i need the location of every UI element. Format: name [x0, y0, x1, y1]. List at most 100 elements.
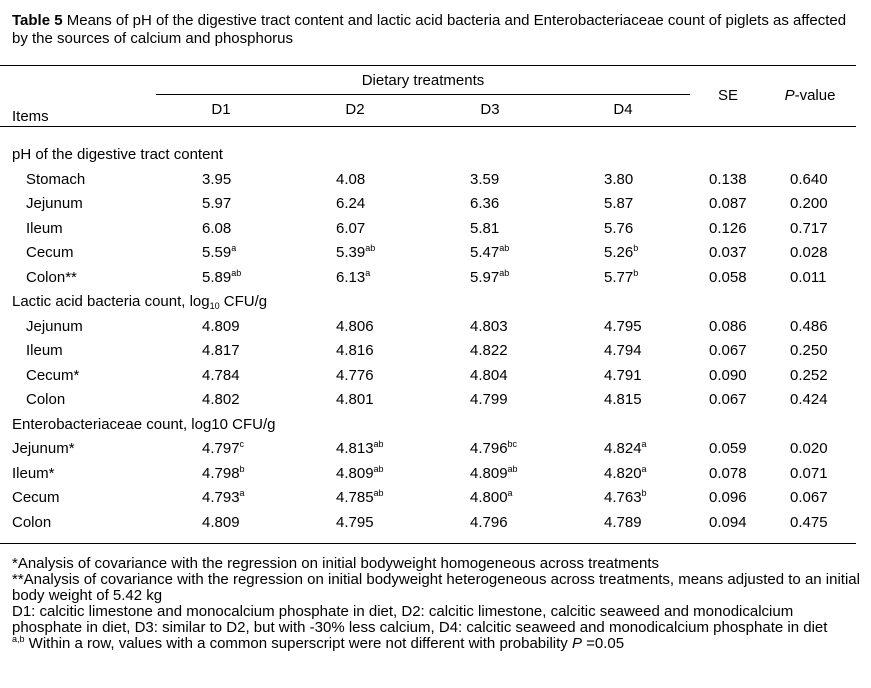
cell-superscript: ab — [373, 488, 384, 498]
p-italic: P — [784, 87, 795, 104]
section-title-text: Enterobacteriaceae count, log10 CFU/g — [12, 415, 276, 433]
cell-value: 5.47 — [470, 244, 500, 261]
d2-header: D2 — [345, 101, 365, 118]
cell-value: 4.800 — [470, 489, 508, 506]
table-notes: *Analysis of covariance with the regress… — [12, 556, 862, 652]
cell-value: 4.791 — [604, 366, 642, 384]
cell-value: 3.95 — [202, 170, 232, 188]
table-cell-se: 0.086 — [709, 317, 747, 335]
table-cell-d1: 4.798b — [202, 464, 245, 483]
row-item-label: Jejunum* — [12, 440, 75, 457]
cell-value: 6.07 — [336, 219, 366, 237]
cell-value: 4.809 — [470, 464, 508, 482]
row-item-label: Jejunum — [26, 195, 83, 212]
table-cell-d3: 4.796bc — [470, 440, 517, 458]
cell-superscript: a — [641, 439, 647, 449]
table-cell-d2: 4.801 — [336, 391, 374, 409]
cell-value: 4.802 — [202, 391, 240, 408]
row-item-label: Colon — [26, 391, 66, 408]
table-cell-p-value: 0.424 — [790, 391, 828, 408]
cell-value: 5.39 — [336, 244, 366, 261]
section-title: pH of the digestive tract content — [12, 146, 223, 164]
table-cell-se: 0.087 — [709, 195, 747, 212]
section-title-text: pH of the digestive tract content — [12, 146, 223, 163]
cell-superscript: a — [641, 463, 647, 474]
cell-value: 4.799 — [470, 391, 508, 408]
cell-superscript: a — [239, 488, 245, 498]
table-cell-se: 0.138 — [709, 170, 747, 188]
table-cell-d4: 4.789 — [604, 514, 642, 532]
cell-superscript: ab — [373, 439, 384, 449]
table-cell-d4: 4.815 — [604, 391, 642, 409]
table-cell-d1: 4.793a — [202, 489, 245, 507]
table-cell-d4: 4.824a — [604, 440, 647, 458]
p-value-header: P-value — [770, 87, 850, 105]
table-cell-d4: 5.76 — [604, 220, 633, 238]
cell-superscript: ab — [507, 463, 518, 474]
d4-header: D4 — [613, 101, 633, 118]
cell-value: 4.793 — [202, 489, 240, 506]
table-cell-d3: 6.36 — [470, 195, 499, 213]
table-cell-d2: 5.39ab — [336, 244, 375, 262]
note-p-value: =0.05 — [582, 635, 625, 652]
table-caption: Table 5 Means of pH of the digestive tra… — [12, 12, 857, 48]
row-item-label: Jejunum — [26, 317, 83, 335]
cell-value: 5.89 — [202, 268, 232, 286]
table-cell-d1: 5.97 — [202, 195, 231, 213]
cell-superscript: bc — [507, 439, 518, 449]
cell-value: 5.81 — [470, 219, 500, 237]
items-header: Items — [12, 108, 49, 125]
cell-value: 5.59 — [202, 244, 232, 261]
section-title: Enterobacteriaceae count, log10 CFU/g — [12, 416, 276, 434]
table-cell-d1: 4.802 — [202, 391, 240, 409]
cell-value: 4.809 — [202, 513, 240, 531]
cell-value: 6.36 — [470, 195, 500, 212]
cell-value: 4.809 — [202, 317, 240, 335]
cell-value: 4.820 — [604, 464, 642, 482]
table-cell-p-value: 0.475 — [790, 513, 828, 531]
row-item-label: Stomach — [26, 170, 86, 188]
note-superscript-text: Within a row, values with a common super… — [24, 635, 572, 652]
table-cell-d3: 4.800a — [470, 489, 513, 507]
row-item-label: Colon — [12, 513, 52, 531]
table-cell-d4: 4.763b — [604, 489, 647, 507]
table-cell-d2: 4.813ab — [336, 440, 384, 458]
cell-superscript: a — [231, 243, 237, 253]
table-cell-d4: 3.80 — [604, 171, 633, 189]
note-homogeneous: *Analysis of covariance with the regress… — [12, 555, 660, 572]
cell-value: 4.797 — [202, 440, 240, 457]
cell-value: 5.76 — [604, 219, 634, 237]
p-value-suffix: -value — [794, 87, 836, 104]
table-cell-p-value: 0.020 — [790, 440, 828, 457]
row-item-label: Cecum* — [26, 366, 80, 384]
cell-value: 5.77 — [604, 268, 634, 286]
table-cell-se: 0.037 — [709, 244, 747, 261]
cell-superscript: c — [239, 439, 245, 449]
table-cell-d3: 4.804 — [470, 367, 508, 385]
table-cell-d4: 5.77b — [604, 268, 638, 287]
d3-header: D3 — [480, 101, 500, 118]
table-cell-d1: 5.89ab — [202, 267, 242, 287]
header-rule — [0, 126, 856, 127]
bottom-rule — [0, 543, 856, 544]
table-cell-p-value: 0.071 — [790, 464, 828, 482]
table-cell-d4: 5.26b — [604, 244, 638, 262]
cell-value: 4.824 — [604, 440, 642, 457]
cell-value: 4.816 — [336, 342, 374, 359]
table-cell-p-value: 0.250 — [790, 342, 828, 359]
table-cell-se: 0.096 — [709, 489, 747, 506]
cell-value: 4.08 — [336, 170, 366, 188]
cell-value: 5.87 — [604, 195, 634, 212]
cell-superscript: ab — [231, 267, 242, 278]
table-cell-d3: 3.59 — [470, 171, 499, 189]
cell-value: 5.26 — [604, 244, 634, 261]
cell-superscript: ab — [499, 267, 510, 278]
cell-superscript: ab — [373, 463, 384, 474]
row-item-label: Ileum — [26, 342, 63, 359]
cell-superscript: b — [633, 243, 639, 253]
row-item-label: Ileum — [26, 219, 63, 237]
cell-superscript: a — [507, 488, 513, 498]
table-cell-se: 0.059 — [709, 440, 747, 457]
cell-superscript: a — [365, 267, 371, 278]
table-cell-d3: 5.97ab — [470, 267, 510, 287]
